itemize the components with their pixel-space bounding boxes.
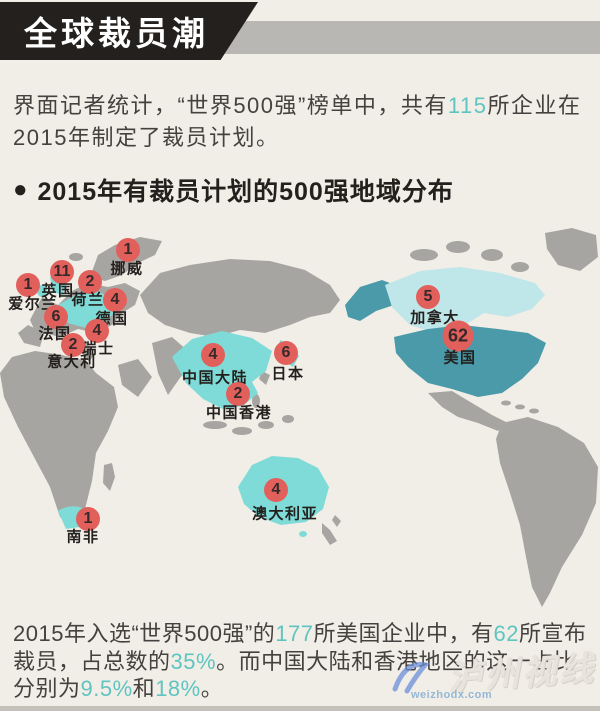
region-count-norway: 1 [116, 238, 140, 262]
region-count-hong-kong: 2 [226, 382, 250, 406]
region-count-canada: 5 [416, 285, 440, 309]
region-count-china-mainland: 4 [201, 343, 225, 367]
region-label-usa: 美国 [443, 349, 477, 367]
text-segment: 界面记者统计，“世界500强”榜单中，共有 [13, 93, 448, 118]
stat-highlight: 9.5% [80, 676, 133, 701]
world-map: 1 挪威 11 英国 2 荷兰 1 爱尔兰 4 德国 6 法国 4 瑞士 2 意大利 4 中国大陆 6 日本 2 中国香港… [0, 225, 600, 615]
text-segment: 和 [132, 676, 156, 701]
region-count-italy: 2 [61, 333, 85, 357]
title-banner: 全球裁员潮 [0, 2, 258, 60]
region-count-south-africa: 1 [76, 507, 100, 531]
region-label-canada: 加拿大 [410, 309, 460, 327]
region-label-norway: 挪威 [110, 260, 144, 278]
region-count-switzerland: 4 [85, 319, 109, 343]
north-america-colored [345, 267, 546, 397]
region-count-germany: 4 [103, 288, 127, 312]
text-segment: 所美国企业中，有 [313, 621, 494, 646]
region-label-japan: 日本 [271, 365, 305, 383]
region-label-switzerland: 瑞士 [81, 340, 115, 358]
region-count-australia: 4 [264, 478, 288, 502]
section-title: 2015年有裁员计划的500强地域分布 [37, 178, 454, 206]
text-segment: 所企业在2015年制定了裁员计划。 [13, 93, 582, 150]
intro-paragraph: 界面记者统计，“世界500强”榜单中，共有115所企业在2015年制定了裁员计划… [13, 90, 591, 154]
region-label-australia: 澳大利亚 [251, 505, 319, 523]
region-label-south-africa: 南非 [66, 528, 100, 546]
text-segment: 所宣布裁员，占总数的 [13, 621, 587, 674]
region-count-uk: 11 [50, 260, 74, 284]
region-label-ireland: 爱尔兰 [8, 295, 58, 313]
stat-highlight: 18% [155, 676, 201, 701]
section-header: ● 2015年有裁员计划的500强地域分布 [13, 172, 591, 208]
region-label-hong-kong: 中国香港 [205, 404, 273, 422]
region-count-usa: 62 [442, 320, 474, 352]
footer-paragraph: 2015年入选“世界500强”的177所美国企业中，有62所宣布裁员，占总数的3… [13, 620, 591, 703]
text-segment: 。 [200, 676, 224, 701]
region-label-uk: 英国 [41, 282, 75, 300]
region-count-ireland: 1 [16, 273, 40, 297]
bullet-icon: ● [13, 176, 29, 203]
region-count-netherlands: 2 [78, 270, 102, 294]
stat-highlight: 35% [170, 648, 217, 674]
region-label-italy: 意大利 [47, 353, 97, 371]
stat-highlight: 115 [447, 93, 488, 118]
footer-gray-stripe [0, 706, 600, 711]
region-count-france: 6 [44, 305, 68, 329]
stat-highlight: 177 [275, 621, 314, 646]
region-label-china-mainland: 中国大陆 [181, 369, 249, 387]
stat-highlight: 62 [493, 621, 520, 646]
region-label-netherlands: 荷兰 [71, 291, 105, 309]
text-segment: 2015年入选“世界500强”的 [13, 621, 276, 646]
page-title: 全球裁员潮 [24, 15, 209, 52]
region-count-japan: 6 [274, 341, 298, 365]
